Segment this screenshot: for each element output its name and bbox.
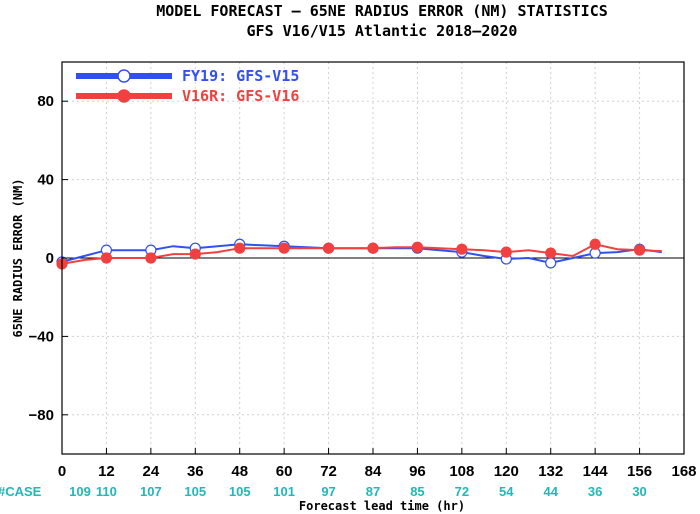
series-2-point-13 (633, 244, 646, 256)
case-count-1: 110 (96, 484, 117, 499)
x-tick-label-7: 84 (365, 463, 382, 480)
case-count-13: 30 (632, 484, 646, 499)
case-counts: #CASE 109 110 107 105 105 101 97 87 85 72 54 44 36 30 (0, 484, 647, 499)
case-count-9: 72 (455, 484, 469, 499)
series-2-point-10 (500, 246, 512, 258)
y-tick-label-3: 40 (37, 172, 54, 189)
x-tick-label-9: 108 (449, 463, 474, 480)
case-count-8: 85 (410, 484, 424, 499)
series-layer (56, 238, 662, 270)
legend-marker-series-1 (117, 69, 131, 83)
series-line-2 (61, 243, 662, 265)
legend-label-series-2: V16R: GFS-V16 (182, 87, 299, 105)
legend: FY19: GFS-V15 V16R: GFS-V16 (76, 67, 299, 105)
y-tick-label-0: −80 (29, 407, 54, 424)
series-2-point-7 (367, 242, 379, 254)
x-tick-labels: 0 12 24 36 48 60 72 84 96 108 120 132 144 156 168 (58, 448, 697, 480)
x-tick-label-1: 12 (98, 463, 115, 480)
series-2-point-4 (234, 242, 246, 254)
x-tick-label-12: 144 (583, 463, 609, 480)
case-count-10: 54 (499, 484, 514, 499)
y-tick-label-4: 80 (37, 93, 54, 110)
x-tick-label-4: 48 (231, 463, 248, 480)
x-axis-label: Forecast lead time (hr) (299, 499, 465, 513)
case-count-0: 109 (69, 484, 91, 499)
y-tick-label-2: 0 (46, 250, 54, 267)
series-2-point-2 (145, 252, 157, 264)
x-tick-label-5: 60 (276, 463, 293, 480)
case-count-4: 105 (229, 484, 251, 499)
series-2-point-11 (545, 247, 557, 259)
case-count-11: 44 (543, 484, 558, 499)
x-tick-label-10: 120 (494, 463, 519, 480)
legend-marker-series-2 (117, 89, 131, 103)
y-tick-labels: −80 −40 0 40 80 (29, 93, 68, 424)
series-2-point-1 (100, 252, 113, 264)
case-count-3: 105 (184, 484, 206, 499)
y-tick-label-1: −40 (29, 328, 54, 345)
y-axis-label: 65NE RADIUS ERROR (NM) (11, 179, 25, 338)
case-count-5: 101 (273, 484, 295, 499)
series-1-point-11 (545, 257, 557, 269)
series-2-point-3 (189, 248, 201, 260)
series-2-point-12 (589, 238, 601, 250)
x-tick-label-2: 24 (143, 463, 160, 480)
x-tick-label-11: 132 (538, 463, 563, 480)
series-2-point-5 (278, 242, 290, 254)
x-tick-label-14: 168 (671, 463, 696, 480)
chart-subtitle: GFS V16/V15 Atlantic 2018–2020 (247, 22, 518, 40)
x-tick-label-13: 156 (627, 463, 652, 480)
x-tick-label-8: 96 (409, 463, 426, 480)
x-tick-label-3: 36 (187, 463, 204, 480)
chart-title: MODEL FORECAST – 65NE RADIUS ERROR (NM) … (156, 2, 608, 20)
x-tick-label-6: 72 (320, 463, 337, 480)
series-2-point-9 (456, 243, 468, 255)
case-label: #CASE (0, 484, 42, 499)
series-2-point-6 (322, 242, 335, 254)
case-count-12: 36 (588, 484, 602, 499)
case-count-2: 107 (140, 484, 162, 499)
case-count-6: 97 (321, 484, 335, 499)
legend-label-series-1: FY19: GFS-V15 (182, 67, 299, 85)
x-tick-label-0: 0 (58, 463, 66, 480)
case-count-7: 87 (366, 484, 380, 499)
series-2-point-8 (411, 241, 424, 253)
